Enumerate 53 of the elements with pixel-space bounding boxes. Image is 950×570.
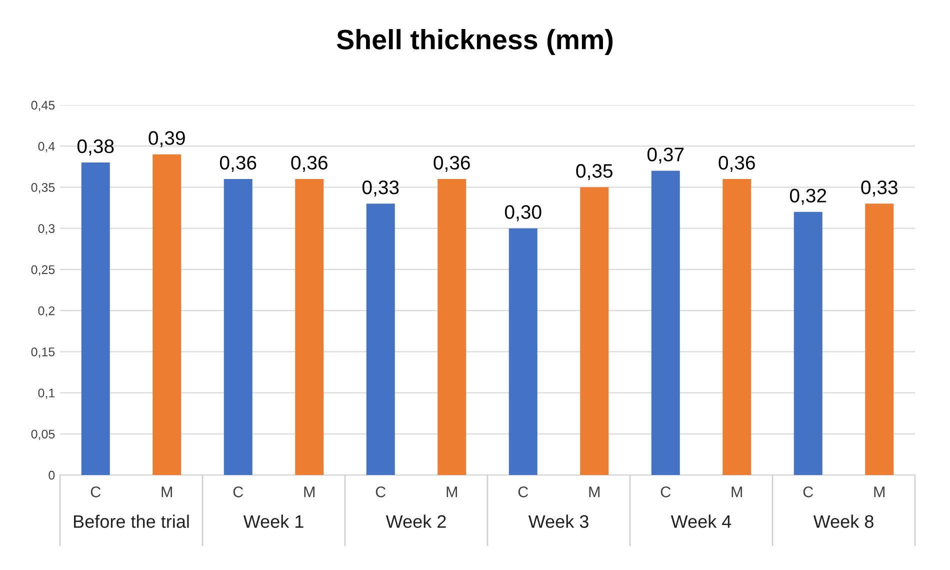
y-tick-label: 0,05 [31, 430, 55, 440]
text: C [803, 486, 814, 498]
data-label: 0,36 [220, 156, 256, 172]
data-label: 0,32 [790, 188, 826, 205]
series-label: M [162, 486, 172, 498]
bar [508, 228, 538, 475]
y-tick-label: 0,1 [38, 388, 55, 399]
bar [865, 204, 894, 475]
data-label: 0,36 [291, 156, 328, 172]
y-tick-label: 0,4 [38, 142, 55, 152]
y-tick-label: 0,35 [31, 183, 55, 194]
text: M [304, 486, 314, 498]
x-tick-label: Before the trial [74, 514, 189, 528]
text: C [233, 486, 244, 498]
y-tick-label: 0,3 [38, 224, 55, 234]
bar [794, 212, 822, 475]
x-tick-label: Week 8 [813, 514, 874, 528]
data-label: 0,35 [576, 164, 612, 180]
data-label: 0,39 [148, 131, 185, 148]
bar [295, 179, 324, 475]
chart-title: Shell thickness (mm) [336, 29, 613, 55]
data-label: 0,33 [362, 180, 399, 197]
text: M [589, 486, 600, 498]
y-tick-label: 0,45 [31, 100, 55, 112]
bar [651, 170, 680, 475]
data-label: 0,36 [434, 156, 470, 172]
bar [722, 179, 752, 475]
text: C [518, 486, 528, 498]
text: M [446, 486, 457, 498]
x-tick-label: Week 4 [670, 514, 732, 528]
text: C [660, 486, 671, 498]
series-label: C [90, 486, 101, 498]
data-label: 0,38 [77, 139, 114, 156]
data-label: 0,36 [718, 156, 755, 172]
data-label: 0,30 [504, 205, 542, 222]
data-label: 0,37 [647, 148, 684, 164]
x-tick-label: Week 3 [528, 514, 588, 528]
bar [438, 179, 466, 475]
text: M [874, 486, 884, 498]
bar [224, 179, 252, 475]
y-tick-label: 0 [48, 470, 55, 480]
bar [366, 204, 395, 475]
data-label: 0,33 [861, 180, 898, 197]
y-tick-label: 0,15 [31, 347, 55, 358]
y-tick-label: 0,25 [31, 265, 55, 276]
x-tick-label: Week 2 [386, 514, 446, 528]
text: M [732, 486, 742, 498]
bar [152, 154, 182, 475]
bar [580, 187, 609, 475]
y-tick-label: 0,2 [38, 306, 55, 317]
text: C [376, 486, 386, 498]
bar [81, 162, 110, 475]
x-tick-label: Week 1 [243, 514, 304, 528]
